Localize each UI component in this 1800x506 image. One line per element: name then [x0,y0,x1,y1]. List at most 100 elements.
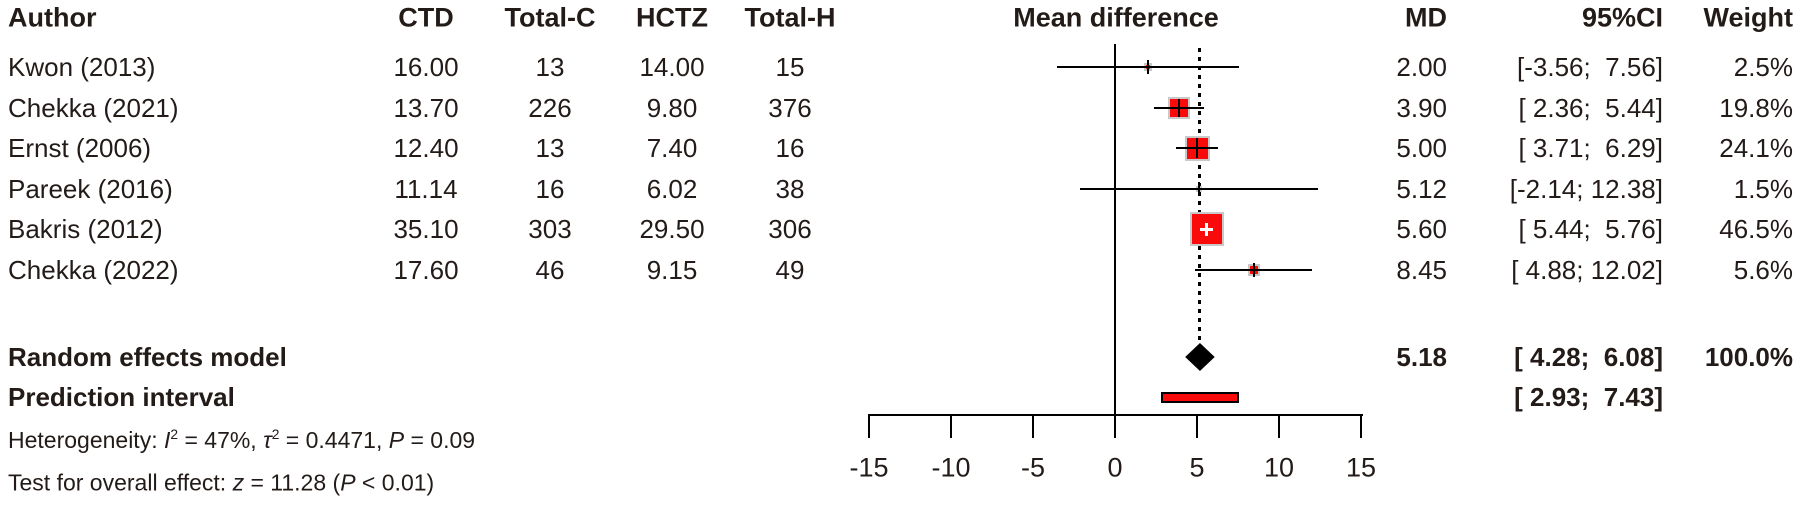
study-total_h: 16 [775,133,805,163]
point-estimate-tick [1197,181,1200,196]
x-tick [950,414,952,438]
study-weight: 2.5% [1733,52,1793,82]
x-tick-label: 10 [1263,452,1295,483]
study-weight: 5.6% [1733,254,1793,285]
study-md: 5.60 [1396,214,1447,244]
random-effects-weight: 100.0% [1704,342,1793,372]
study-author: Chekka (2021) [8,92,179,123]
study-author: Pareek (2016) [8,173,173,204]
footnote-fragment: 2 [271,427,280,443]
study-ci: [ 5.44; 5.76] [1518,214,1663,244]
random-effects-ci: [ 4.28; 6.08] [1514,342,1663,372]
study-ctd: 11.14 [394,173,458,204]
study-total_c: 303 [528,214,572,244]
plot-title: Mean difference [1013,2,1219,33]
col-header-md: MD [1405,2,1447,33]
prediction-interval-ci: [ 2.93; 7.43] [1514,382,1663,412]
study-author: Ernst (2006) [8,133,152,163]
point-estimate-tick [1196,138,1198,158]
study-total_c: 226 [528,92,572,123]
pooled-diamond [1185,343,1215,371]
x-tick [1360,414,1362,438]
col-header-total-h: Total-H [744,2,836,33]
study-total_h: 376 [768,92,812,123]
study-md: 8.45 [1396,254,1447,285]
study-author: Kwon (2013) [8,52,156,82]
col-header-ci: 95%CI [1581,2,1663,33]
x-tick [1032,414,1034,438]
footnote-fragment: = 11.28 ( [244,469,341,496]
x-tick-label: -10 [931,452,971,483]
study-md: 3.90 [1396,92,1447,123]
study-ci: [ 3.71; 6.29] [1518,133,1663,163]
col-header-weight: Weight [1703,2,1794,33]
study-md: 5.00 [1396,133,1447,163]
point-estimate-tick [1146,60,1149,74]
x-tick [1114,414,1116,438]
point-estimate-tick [1252,262,1255,277]
footnote-fragment: P [340,469,356,496]
study-hctz: 7.40 [646,133,698,163]
study-total_h: 15 [775,52,805,82]
zero-reference-line [1114,44,1116,437]
random-effects-label: Random effects model [8,342,287,372]
prediction-interval-bar [1161,391,1239,403]
study-total_c: 16 [535,173,565,204]
footnote-fragment: 2 [170,427,179,443]
study-hctz: 9.80 [646,92,698,123]
x-tick [868,414,870,438]
study-md: 2.00 [1396,52,1447,82]
study-ci: [-2.14; 12.38] [1509,173,1663,204]
x-axis [869,414,1363,416]
footnote-fragment: I [163,426,171,453]
x-tick-label: 5 [1189,452,1205,483]
footnote-fragment: = 0.4471, [279,426,389,453]
footnote-fragment: Test for overall effect: [8,469,233,496]
footnote-fragment: = 0.09 [404,426,476,453]
study-ctd: 13.70 [393,92,459,123]
col-header-ctd: CTD [398,2,454,33]
prediction-interval-label: Prediction interval [8,382,235,412]
study-ctd: 12.40 [393,133,459,163]
study-hctz: 29.50 [639,214,705,244]
study-ctd: 35.10 [393,214,459,244]
col-header-hctz: HCTZ [636,2,708,33]
study-total_h: 306 [768,214,812,244]
study-ci: [ 4.88; 12.02] [1511,254,1663,285]
x-tick-label: -5 [1020,452,1046,483]
random-effects-md: 5.18 [1396,342,1447,372]
study-ctd: 17.60 [393,254,459,285]
study-weight: 1.5% [1733,173,1793,204]
study-total_c: 13 [535,52,565,82]
study-hctz: 9.15 [646,254,698,285]
footnote-fragment: Heterogeneity: [8,426,164,453]
study-author: Bakris (2012) [8,214,163,244]
study-hctz: 14.00 [639,52,705,82]
study-total_c: 13 [535,133,565,163]
heterogeneity-note: Heterogeneity: I2 = 47%, τ2 = 0.4471, P … [8,428,475,452]
x-tick-label: 15 [1345,452,1377,483]
footnote-fragment: τ [263,426,272,453]
x-tick [1196,414,1198,438]
study-weight: 19.8% [1719,92,1793,123]
footnote-fragment: P [388,426,405,453]
col-header-author: Author [8,2,97,33]
study-total_h: 49 [775,254,805,285]
x-tick-label: -15 [849,452,889,483]
point-estimate-plus [1200,227,1214,231]
study-weight: 24.1% [1719,133,1793,163]
study-ci: [ 2.36; 5.44] [1518,92,1663,123]
study-total_h: 38 [775,173,805,204]
footnote-fragment: < 0.01) [355,469,435,496]
col-header-total-c: Total-C [504,2,596,33]
point-estimate-tick [1177,98,1180,117]
x-tick-label: 0 [1107,452,1123,483]
study-ctd: 16.00 [393,52,459,82]
study-weight: 46.5% [1719,214,1793,244]
study-hctz: 6.02 [646,173,698,204]
footnote-fragment: = 47%, [178,426,264,453]
footnote-fragment: z [232,469,245,496]
x-tick [1278,414,1280,438]
overall-effect-note: Test for overall effect: z = 11.28 (P < … [8,469,435,496]
